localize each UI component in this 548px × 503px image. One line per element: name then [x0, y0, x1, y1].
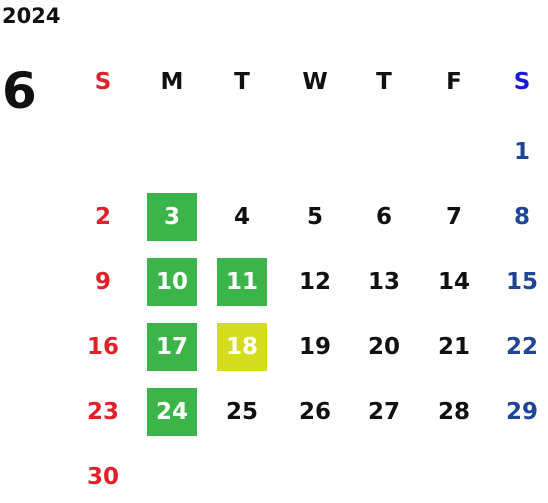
day: 26 — [298, 399, 331, 425]
weekday-header: T — [376, 69, 392, 95]
weekday-header: W — [302, 69, 328, 95]
day: 6 — [375, 204, 392, 230]
day: 4 — [233, 204, 250, 230]
day: 1 — [513, 139, 530, 165]
day: 7 — [445, 204, 462, 230]
day: 29 — [505, 399, 538, 425]
day: 14 — [437, 269, 470, 295]
weekday-header: F — [446, 69, 462, 95]
day: 9 — [94, 269, 111, 295]
day: 19 — [298, 334, 331, 360]
highlighted-day: 3 — [147, 193, 197, 241]
highlighted-day: 11 — [217, 258, 267, 306]
day: 2 — [94, 204, 111, 230]
day: 8 — [513, 204, 530, 230]
day: 23 — [86, 399, 119, 425]
day: 16 — [86, 334, 119, 360]
day: 25 — [225, 399, 258, 425]
day: 13 — [367, 269, 400, 295]
day: 28 — [437, 399, 470, 425]
day: 27 — [367, 399, 400, 425]
day: 15 — [505, 269, 538, 295]
day: 21 — [437, 334, 470, 360]
highlighted-day: 18 — [217, 323, 267, 371]
month: 6 — [2, 62, 37, 120]
weekday-header: M — [160, 69, 184, 95]
day: 30 — [86, 464, 119, 490]
day: 12 — [298, 269, 331, 295]
weekday-header: T — [234, 69, 250, 95]
highlighted-day: 17 — [147, 323, 197, 371]
day: 5 — [306, 204, 323, 230]
weekday-header: S — [94, 69, 112, 95]
day: 20 — [367, 334, 400, 360]
highlighted-day: 10 — [147, 258, 197, 306]
year: 2024 — [2, 4, 61, 28]
weekday-header: S — [513, 69, 531, 95]
day: 22 — [505, 334, 538, 360]
highlighted-day: 24 — [147, 388, 197, 436]
